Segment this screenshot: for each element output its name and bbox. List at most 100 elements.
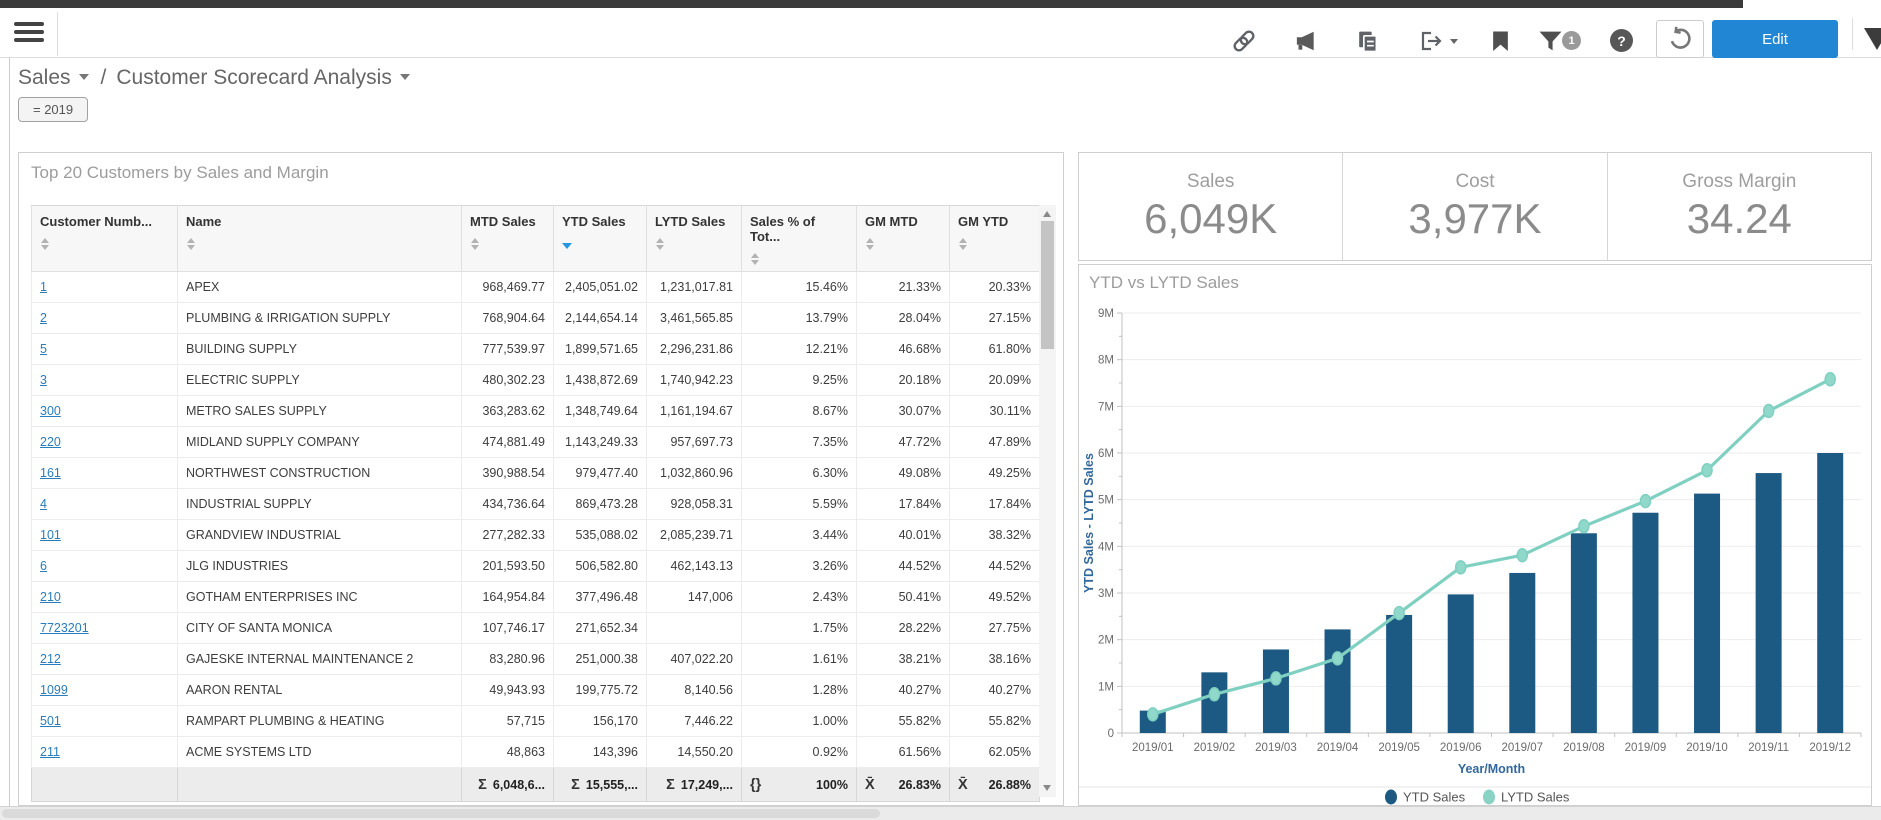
customer-number-link[interactable]: 3: [40, 373, 47, 387]
sort-desc-icon[interactable]: [470, 245, 479, 250]
sort-toggle[interactable]: [750, 253, 759, 265]
sort-toggle[interactable]: [655, 238, 664, 250]
horizontal-scrollbar[interactable]: [0, 806, 1881, 820]
sort-toggle[interactable]: [470, 238, 479, 250]
bar-2019/06[interactable]: [1447, 594, 1474, 733]
content-left-border: [9, 58, 10, 806]
sort-toggle[interactable]: [561, 238, 572, 249]
customer-number-link[interactable]: 6: [40, 559, 47, 573]
scrollbar-thumb[interactable]: [2, 809, 880, 818]
bar-2019/08[interactable]: [1570, 533, 1597, 733]
sort-desc-icon[interactable]: [750, 260, 759, 265]
menu-icon[interactable]: [14, 22, 44, 44]
point-2019/12[interactable]: [1824, 372, 1836, 387]
customer-number-link[interactable]: 2: [40, 311, 47, 325]
customer-number-link[interactable]: 1: [40, 280, 47, 294]
point-2019/04[interactable]: [1331, 651, 1344, 666]
bar-2019/02[interactable]: [1201, 672, 1228, 733]
export-icon[interactable]: [1416, 28, 1460, 54]
bar-2019/01[interactable]: [1139, 710, 1166, 733]
point-2019/10[interactable]: [1701, 463, 1713, 478]
edit-button[interactable]: Edit: [1712, 20, 1838, 58]
column-header[interactable]: Customer Numb...: [31, 205, 178, 272]
bar-2019/10[interactable]: [1694, 493, 1721, 733]
point-2019/08[interactable]: [1578, 519, 1590, 534]
bar-2019/03[interactable]: [1262, 649, 1289, 733]
bar-2019/05[interactable]: [1386, 614, 1413, 733]
scroll-down-icon[interactable]: [1043, 785, 1051, 791]
customer-number-link[interactable]: 211: [40, 745, 60, 759]
filter-icon[interactable]: [1536, 28, 1564, 54]
customer-number-link[interactable]: 220: [40, 435, 61, 449]
year-filter-chip[interactable]: = 2019: [18, 97, 89, 122]
point-2019/03[interactable]: [1270, 671, 1282, 686]
bookmark-icon[interactable]: [1486, 28, 1514, 54]
column-header[interactable]: YTD Sales: [553, 205, 647, 272]
column-header[interactable]: GM MTD: [856, 205, 950, 272]
sort-desc-icon[interactable]: [40, 245, 49, 250]
help-icon[interactable]: ?: [1610, 29, 1633, 52]
sort-desc-icon[interactable]: [865, 245, 874, 250]
customer-number-link[interactable]: 210: [40, 590, 61, 604]
sort-desc-icon[interactable]: [561, 243, 572, 249]
point-2019/02[interactable]: [1208, 687, 1221, 702]
customer-number-link[interactable]: 7723201: [40, 621, 89, 635]
value-cell: 40.01%: [856, 519, 950, 551]
customer-number-link[interactable]: 5: [40, 342, 47, 356]
refresh-button[interactable]: [1656, 20, 1704, 58]
point-2019/09[interactable]: [1639, 493, 1652, 509]
bar-2019/09[interactable]: [1632, 512, 1659, 733]
breadcrumb-dashboard[interactable]: Customer Scorecard Analysis: [116, 66, 392, 89]
point-2019/07[interactable]: [1516, 547, 1529, 563]
bar-2019/12[interactable]: [1817, 453, 1844, 733]
total-cell: [177, 767, 462, 802]
sort-toggle[interactable]: [40, 238, 49, 250]
copy-icon[interactable]: [1353, 28, 1381, 54]
legend-ytd-icon[interactable]: [1385, 789, 1397, 805]
point-2019/06[interactable]: [1454, 560, 1467, 575]
sort-desc-icon[interactable]: [655, 245, 664, 250]
sort-asc-icon[interactable]: [470, 238, 479, 243]
bar-2019/07[interactable]: [1509, 572, 1536, 733]
sort-asc-icon[interactable]: [186, 238, 195, 243]
column-header[interactable]: Name: [177, 205, 462, 272]
scrollbar-thumb[interactable]: [1041, 221, 1054, 349]
megaphone-icon[interactable]: [1291, 28, 1319, 54]
breadcrumb-sales[interactable]: Sales: [18, 66, 71, 89]
sort-desc-icon[interactable]: [186, 245, 195, 250]
column-header[interactable]: GM YTD: [949, 205, 1040, 272]
link-icon[interactable]: [1230, 28, 1258, 54]
point-2019/11[interactable]: [1762, 403, 1775, 419]
column-header[interactable]: LYTD Sales: [646, 205, 742, 272]
scroll-up-icon[interactable]: [1043, 211, 1051, 217]
table-scrollbar[interactable]: [1039, 205, 1056, 797]
customer-number-link[interactable]: 4: [40, 497, 47, 511]
sort-toggle[interactable]: [865, 238, 874, 250]
customer-number-link[interactable]: 101: [40, 528, 61, 542]
sort-toggle[interactable]: [958, 238, 967, 250]
customer-number-link[interactable]: 212: [40, 652, 61, 666]
sort-asc-icon[interactable]: [750, 253, 759, 258]
sort-asc-icon[interactable]: [958, 238, 967, 243]
sort-toggle[interactable]: [186, 238, 195, 250]
column-header[interactable]: MTD Sales: [461, 205, 554, 272]
point-2019/01[interactable]: [1147, 707, 1159, 722]
bar-2019/04[interactable]: [1324, 629, 1351, 733]
column-header[interactable]: Sales % of Tot...: [741, 205, 857, 272]
chevron-down-icon[interactable]: [78, 74, 89, 81]
sort-asc-icon[interactable]: [655, 238, 664, 243]
sort-asc-icon[interactable]: [40, 238, 49, 243]
legend-lytd-icon[interactable]: [1483, 789, 1495, 805]
sort-desc-icon[interactable]: [958, 245, 967, 250]
chevron-down-icon[interactable]: [399, 74, 410, 81]
value-cell: 0.92%: [741, 736, 857, 768]
customer-number-link[interactable]: 300: [40, 404, 61, 418]
customer-number-link[interactable]: 1099: [40, 683, 68, 697]
point-2019/05[interactable]: [1393, 605, 1405, 621]
svg-text:7M: 7M: [1098, 401, 1114, 413]
customer-number-link[interactable]: 501: [40, 714, 61, 728]
customer-number-link[interactable]: 161: [40, 466, 61, 480]
sort-asc-icon[interactable]: [865, 238, 874, 243]
bar-2019/11[interactable]: [1755, 473, 1782, 733]
customer-name-cell: JLG INDUSTRIES: [177, 550, 462, 582]
